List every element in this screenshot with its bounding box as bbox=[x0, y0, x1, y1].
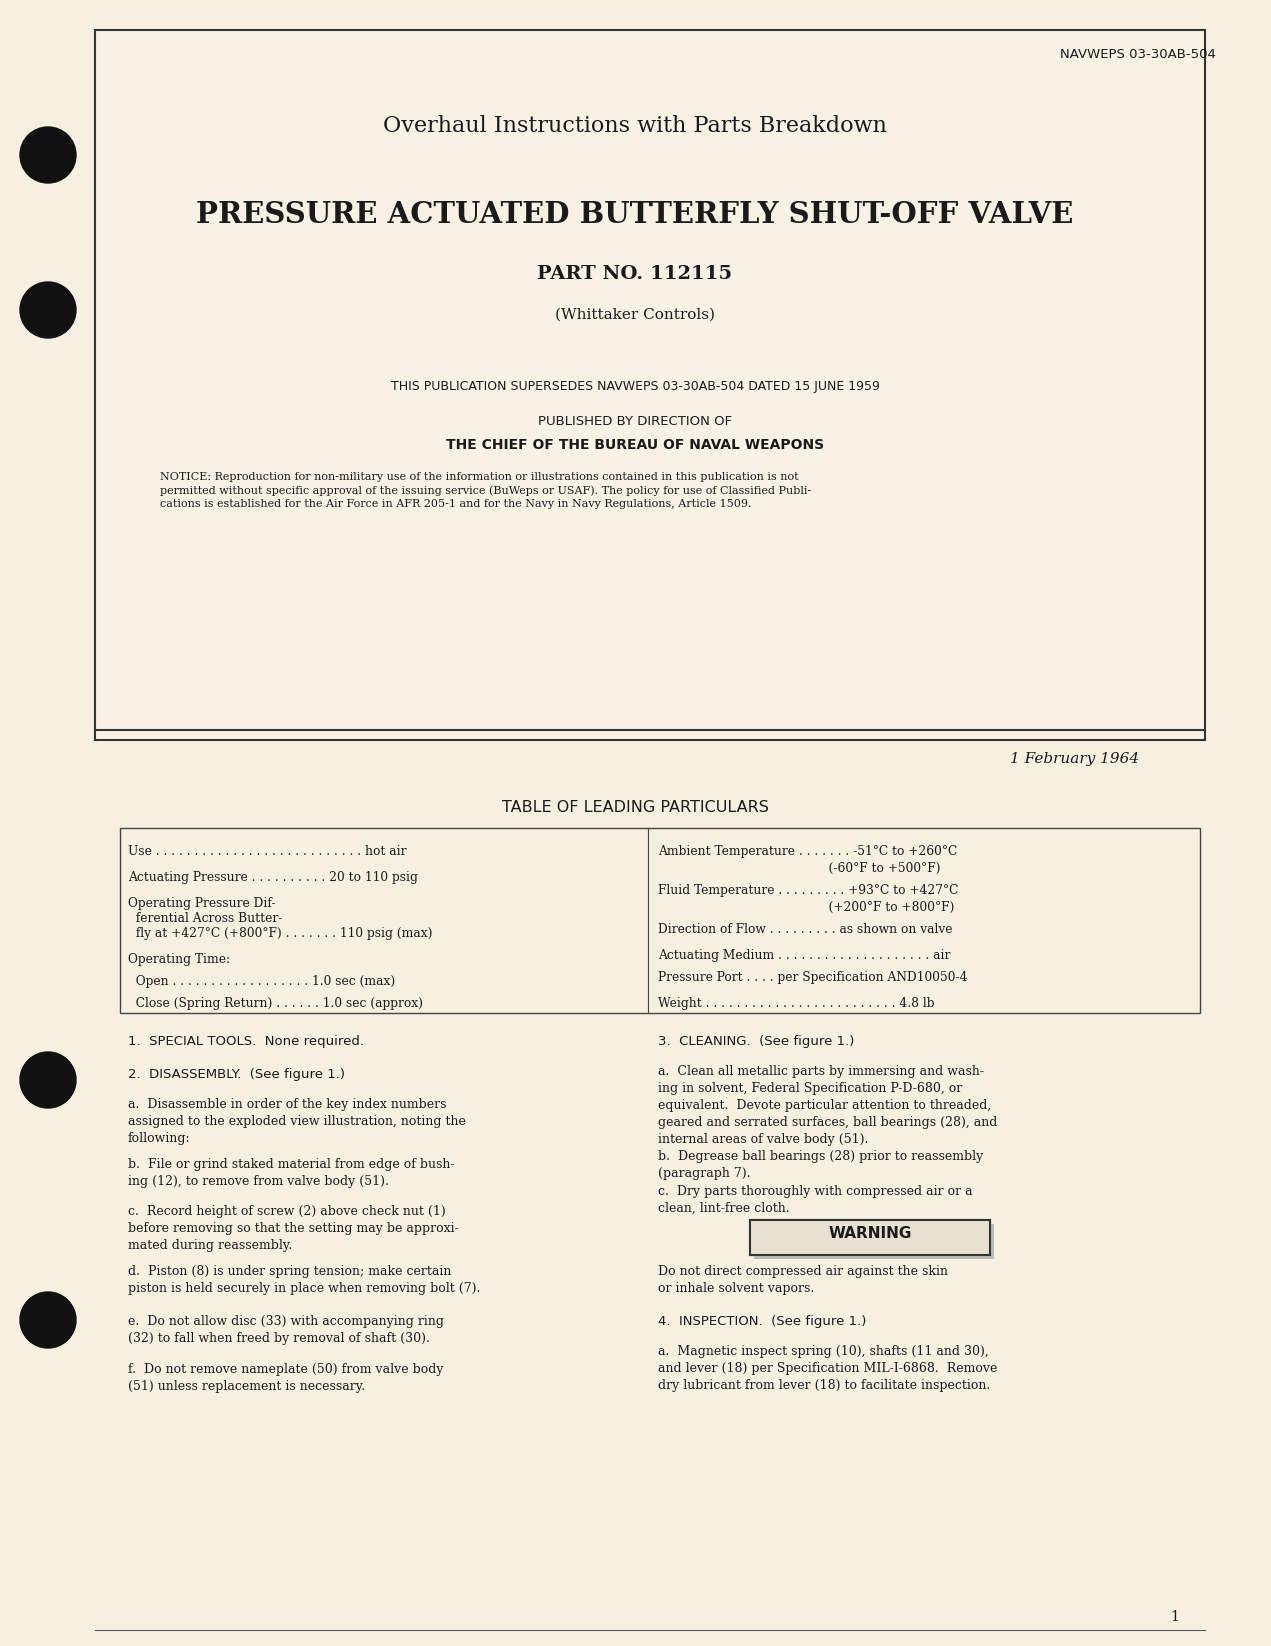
Text: WARNING: WARNING bbox=[829, 1226, 911, 1241]
Text: 3.  CLEANING.  (See figure 1.): 3. CLEANING. (See figure 1.) bbox=[658, 1035, 854, 1049]
Text: ferential Across Butter-: ferential Across Butter- bbox=[128, 912, 282, 925]
Text: e.  Do not allow disc (33) with accompanying ring
(32) to fall when freed by rem: e. Do not allow disc (33) with accompany… bbox=[128, 1315, 444, 1345]
Bar bbox=[754, 1225, 994, 1259]
Circle shape bbox=[20, 1052, 76, 1108]
Text: c.  Record height of screw (2) above check nut (1)
before removing so that the s: c. Record height of screw (2) above chec… bbox=[128, 1205, 459, 1253]
Text: c.  Dry parts thoroughly with compressed air or a
clean, lint-free cloth.: c. Dry parts thoroughly with compressed … bbox=[658, 1185, 972, 1215]
Text: THE CHIEF OF THE BUREAU OF NAVAL WEAPONS: THE CHIEF OF THE BUREAU OF NAVAL WEAPONS bbox=[446, 438, 824, 453]
Text: Fluid Temperature . . . . . . . . . +93°C to +427°C: Fluid Temperature . . . . . . . . . +93°… bbox=[658, 884, 958, 897]
Text: TABLE OF LEADING PARTICULARS: TABLE OF LEADING PARTICULARS bbox=[502, 800, 769, 815]
Text: 1.  SPECIAL TOOLS.  None required.: 1. SPECIAL TOOLS. None required. bbox=[128, 1035, 364, 1049]
Text: a.  Disassemble in order of the key index numbers
assigned to the exploded view : a. Disassemble in order of the key index… bbox=[128, 1098, 466, 1146]
Text: PRESSURE ACTUATED BUTTERFLY SHUT-OFF VALVE: PRESSURE ACTUATED BUTTERFLY SHUT-OFF VAL… bbox=[196, 201, 1074, 229]
Circle shape bbox=[20, 1292, 76, 1348]
Text: Operating Time:: Operating Time: bbox=[128, 953, 230, 966]
Text: (+200°F to +800°F): (+200°F to +800°F) bbox=[658, 900, 955, 914]
Text: 1: 1 bbox=[1171, 1610, 1179, 1625]
Bar bbox=[95, 30, 1205, 741]
Text: Direction of Flow . . . . . . . . . as shown on valve: Direction of Flow . . . . . . . . . as s… bbox=[658, 923, 952, 937]
Text: Weight . . . . . . . . . . . . . . . . . . . . . . . . . 4.8 lb: Weight . . . . . . . . . . . . . . . . .… bbox=[658, 997, 934, 1011]
Text: Use . . . . . . . . . . . . . . . . . . . . . . . . . . . hot air: Use . . . . . . . . . . . . . . . . . . … bbox=[128, 844, 407, 858]
Text: a.  Magnetic inspect spring (10), shafts (11 and 30),
and lever (18) per Specifi: a. Magnetic inspect spring (10), shafts … bbox=[658, 1345, 998, 1393]
Bar bbox=[750, 1220, 990, 1254]
Text: b.  Degrease ball bearings (28) prior to reassembly
(paragraph 7).: b. Degrease ball bearings (28) prior to … bbox=[658, 1151, 984, 1180]
Text: PART NO. 112115: PART NO. 112115 bbox=[538, 265, 732, 283]
Text: Actuating Pressure . . . . . . . . . . 20 to 110 psig: Actuating Pressure . . . . . . . . . . 2… bbox=[128, 871, 418, 884]
Bar bbox=[750, 1220, 990, 1254]
Text: Operating Pressure Dif-: Operating Pressure Dif- bbox=[128, 897, 276, 910]
Text: NAVWEPS 03-30AB-504: NAVWEPS 03-30AB-504 bbox=[1060, 48, 1216, 61]
Bar bbox=[119, 828, 1200, 1012]
Text: THIS PUBLICATION SUPERSEDES NAVWEPS 03-30AB-504 DATED 15 JUNE 1959: THIS PUBLICATION SUPERSEDES NAVWEPS 03-3… bbox=[390, 380, 880, 393]
Circle shape bbox=[20, 127, 76, 183]
Text: fly at +427°C (+800°F) . . . . . . . 110 psig (max): fly at +427°C (+800°F) . . . . . . . 110… bbox=[128, 927, 432, 940]
Text: Do not direct compressed air against the skin
or inhale solvent vapors.: Do not direct compressed air against the… bbox=[658, 1266, 948, 1295]
Text: d.  Piston (8) is under spring tension; make certain
piston is held securely in : d. Piston (8) is under spring tension; m… bbox=[128, 1266, 480, 1295]
Text: Pressure Port . . . . per Specification AND10050-4: Pressure Port . . . . per Specification … bbox=[658, 971, 967, 984]
Text: (-60°F to +500°F): (-60°F to +500°F) bbox=[658, 863, 941, 876]
Circle shape bbox=[20, 281, 76, 337]
Text: 4.  INSPECTION.  (See figure 1.): 4. INSPECTION. (See figure 1.) bbox=[658, 1315, 867, 1328]
Text: Open . . . . . . . . . . . . . . . . . . 1.0 sec (max): Open . . . . . . . . . . . . . . . . . .… bbox=[128, 974, 395, 988]
Text: a.  Clean all metallic parts by immersing and wash-
ing in solvent, Federal Spec: a. Clean all metallic parts by immersing… bbox=[658, 1065, 998, 1146]
Text: (Whittaker Controls): (Whittaker Controls) bbox=[555, 308, 716, 323]
Text: f.  Do not remove nameplate (50) from valve body
(51) unless replacement is nece: f. Do not remove nameplate (50) from val… bbox=[128, 1363, 444, 1393]
Text: Actuating Medium . . . . . . . . . . . . . . . . . . . . air: Actuating Medium . . . . . . . . . . . .… bbox=[658, 950, 951, 961]
Text: Close (Spring Return) . . . . . . 1.0 sec (approx): Close (Spring Return) . . . . . . 1.0 se… bbox=[128, 997, 423, 1011]
Text: 1 February 1964: 1 February 1964 bbox=[1010, 752, 1139, 765]
Text: NOTICE: Reproduction for non-military use of the information or illustrations co: NOTICE: Reproduction for non-military us… bbox=[160, 472, 811, 509]
Text: PUBLISHED BY DIRECTION OF: PUBLISHED BY DIRECTION OF bbox=[538, 415, 732, 428]
Text: Ambient Temperature . . . . . . . -51°C to +260°C: Ambient Temperature . . . . . . . -51°C … bbox=[658, 844, 957, 858]
Text: b.  File or grind staked material from edge of bush-
ing (12), to remove from va: b. File or grind staked material from ed… bbox=[128, 1159, 455, 1188]
Text: Overhaul Instructions with Parts Breakdown: Overhaul Instructions with Parts Breakdo… bbox=[383, 115, 887, 137]
Text: 2.  DISASSEMBLY.  (See figure 1.): 2. DISASSEMBLY. (See figure 1.) bbox=[128, 1068, 344, 1081]
